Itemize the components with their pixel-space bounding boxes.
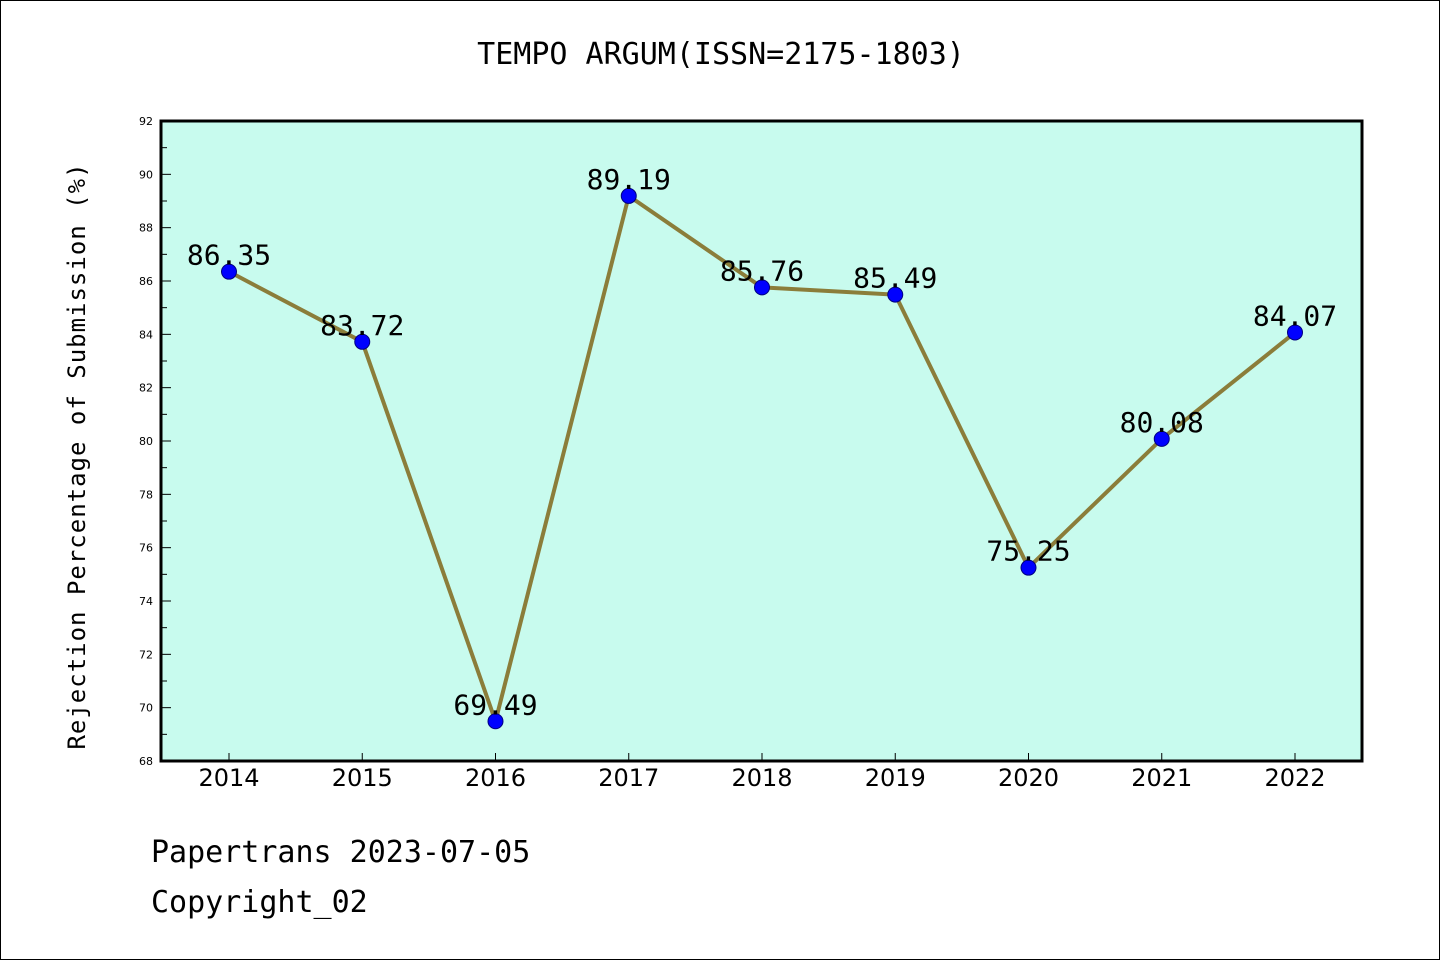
data-label: 84.07	[1253, 299, 1337, 332]
x-tick-label: 2020	[998, 764, 1059, 792]
x-tick-label: 2019	[865, 764, 926, 792]
data-label: 75.25	[986, 535, 1070, 568]
plot-area	[159, 119, 1364, 763]
data-point	[887, 286, 904, 303]
y-tick-label: 76	[139, 542, 153, 555]
y-tick-label: 70	[139, 702, 153, 715]
x-tick-label: 2016	[465, 764, 526, 792]
data-label: 80.08	[1120, 406, 1204, 439]
data-point	[1020, 559, 1037, 576]
y-tick-label: 84	[139, 328, 153, 341]
data-point	[620, 187, 637, 204]
y-tick-label: 74	[139, 595, 153, 608]
y-tick-label: 88	[139, 222, 153, 235]
y-tick-label: 80	[139, 435, 153, 448]
data-point	[354, 333, 371, 350]
data-label: 85.76	[720, 254, 804, 287]
data-point	[221, 263, 237, 280]
footer-copyright: Copyright_02	[151, 885, 368, 920]
x-tick-label: 2022	[1264, 764, 1325, 792]
data-point	[754, 279, 770, 296]
x-tick-label: 2014	[198, 764, 259, 792]
y-tick-label: 90	[139, 168, 153, 181]
data-point	[1153, 430, 1170, 447]
data-label: 85.49	[853, 262, 937, 295]
y-tick-label: 86	[139, 275, 153, 288]
x-tick-label: 2017	[598, 764, 659, 792]
data-label: 89.19	[587, 163, 671, 196]
data-point	[487, 713, 504, 730]
y-axis-label: Rejection Percentage of Submission (%)	[63, 162, 91, 750]
data-point	[1287, 324, 1303, 341]
data-label: 86.35	[187, 239, 271, 272]
y-tick-label: 92	[139, 115, 153, 128]
x-tick-label: 2015	[332, 764, 393, 792]
y-tick-label: 72	[139, 648, 153, 661]
y-tick-label: 78	[139, 488, 153, 501]
data-label: 69.49	[453, 688, 537, 721]
x-tick-label: 2018	[731, 764, 792, 792]
chart-title: TEMPO ARGUM(ISSN=2175-1803)	[477, 37, 965, 72]
x-tick-label: 2021	[1131, 764, 1192, 792]
y-tick-label: 68	[139, 755, 153, 768]
y-tick-label: 82	[139, 382, 153, 395]
data-label: 83.72	[320, 309, 404, 342]
footer-date: Papertrans 2023-07-05	[151, 835, 531, 870]
